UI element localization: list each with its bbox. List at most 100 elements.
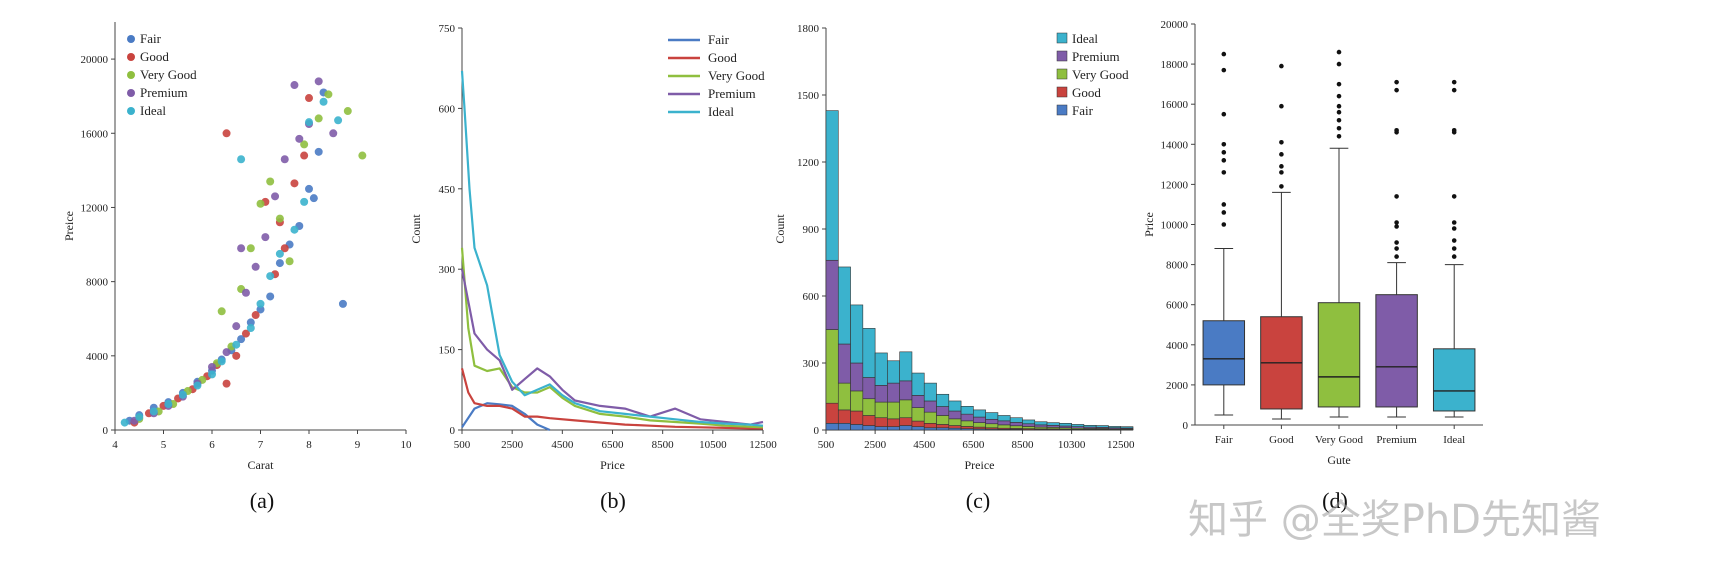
scatter-point bbox=[241, 288, 250, 297]
x-tick-label: 12500 bbox=[749, 439, 777, 451]
y-tick-label: 16000 bbox=[1161, 99, 1189, 111]
scatter-point bbox=[329, 129, 338, 138]
legend-label: Fair bbox=[140, 31, 162, 46]
y-tick-label: 20000 bbox=[81, 54, 109, 66]
histogram-bar bbox=[911, 372, 925, 396]
y-tick-label: 16000 bbox=[81, 128, 109, 140]
y-tick-label: 8000 bbox=[86, 277, 109, 289]
y-axis-label: Preice bbox=[62, 211, 76, 241]
histogram-bar bbox=[899, 399, 913, 419]
scatter-point bbox=[319, 97, 328, 106]
histogram-bar bbox=[825, 110, 839, 261]
histogram-bar bbox=[1034, 421, 1048, 426]
scatter-point bbox=[261, 233, 270, 242]
scatter-point bbox=[314, 114, 323, 123]
scatter-point bbox=[135, 413, 144, 422]
box-outlier bbox=[1394, 79, 1399, 85]
histogram-bar bbox=[850, 424, 864, 431]
y-tick-label: 300 bbox=[439, 264, 456, 276]
histogram-bar bbox=[1046, 422, 1060, 426]
legend-label: Fair bbox=[1072, 103, 1094, 118]
legend-marker bbox=[127, 107, 135, 115]
x-tick-label: Very Good bbox=[1315, 434, 1363, 446]
scatter-point bbox=[305, 184, 313, 193]
scatter-point bbox=[290, 81, 299, 90]
scatter-point bbox=[343, 107, 352, 116]
scatter-point bbox=[266, 272, 275, 281]
histogram-bar bbox=[1034, 424, 1048, 428]
y-tick-label: 1200 bbox=[797, 157, 820, 169]
box-outlier bbox=[1394, 220, 1399, 225]
box-outlier bbox=[1451, 246, 1457, 251]
box-outlier bbox=[1221, 170, 1227, 175]
x-tick-label: 8500 bbox=[652, 439, 675, 451]
scatter-point bbox=[246, 324, 255, 332]
histogram-bar bbox=[874, 385, 888, 403]
y-tick-label: 300 bbox=[803, 358, 820, 370]
scatter-point bbox=[280, 155, 289, 164]
histogram-bar bbox=[948, 418, 962, 426]
histogram-bar bbox=[911, 420, 925, 427]
y-tick-label: 1800 bbox=[797, 23, 820, 35]
x-axis-label: Gute bbox=[1327, 453, 1350, 467]
histogram-bar bbox=[887, 360, 900, 384]
histogram-bar bbox=[936, 415, 950, 425]
scatter-point bbox=[251, 311, 260, 320]
scatter-point bbox=[208, 370, 216, 379]
scatter-point bbox=[285, 257, 294, 266]
histogram-bar bbox=[862, 377, 876, 400]
box-outlier bbox=[1221, 111, 1227, 117]
x-tick-label: Fair bbox=[1215, 434, 1233, 446]
histogram-bar bbox=[960, 420, 974, 427]
box-outlier bbox=[1221, 142, 1227, 147]
legend-label: Very Good bbox=[708, 68, 765, 83]
panel-b-line: 0 150 300 450 600 750 500 2500 4500 6500 8500 10500… bbox=[409, 23, 777, 513]
y-tick-label: 20000 bbox=[1161, 19, 1189, 31]
box-outlier bbox=[1336, 103, 1342, 109]
scatter-point bbox=[222, 379, 231, 388]
scatter-point bbox=[241, 329, 250, 338]
series-line bbox=[460, 70, 764, 427]
histogram-bar bbox=[862, 425, 876, 431]
y-axis-label: Price bbox=[1142, 212, 1156, 237]
x-tick-label: 7 bbox=[258, 439, 264, 451]
legend-label: Good bbox=[1072, 85, 1101, 100]
histogram-bar bbox=[1022, 426, 1036, 429]
histogram-bar bbox=[887, 418, 900, 427]
scatter-point bbox=[232, 351, 241, 360]
box-outlier bbox=[1221, 51, 1227, 57]
box-outlier bbox=[1221, 222, 1227, 227]
y-tick-label: 0 bbox=[814, 425, 820, 437]
box-outlier bbox=[1279, 139, 1284, 145]
y-tick-label: 150 bbox=[439, 345, 456, 357]
panel-caption: (b) bbox=[600, 488, 626, 513]
histogram-bar bbox=[1009, 422, 1023, 427]
histogram-bar bbox=[985, 418, 999, 425]
legend-marker bbox=[1056, 50, 1068, 62]
histogram-bar bbox=[923, 382, 937, 402]
box-outlier bbox=[1221, 210, 1227, 215]
x-axis-label: Carat bbox=[248, 458, 275, 472]
histogram-bar bbox=[960, 426, 974, 429]
scatter-point bbox=[300, 140, 309, 149]
histogram-bar bbox=[985, 423, 999, 429]
scatter-point bbox=[305, 94, 313, 103]
histogram-bar bbox=[1120, 426, 1134, 429]
scatter-point bbox=[275, 259, 284, 268]
box-outlier bbox=[1336, 93, 1342, 99]
histogram-bar bbox=[899, 417, 913, 426]
histogram-bar bbox=[997, 420, 1011, 426]
histogram-bar bbox=[1022, 419, 1036, 425]
watermark-text: 知乎 @全奖PhD先知酱 bbox=[1188, 497, 1601, 543]
scatter-point bbox=[275, 249, 284, 258]
box-outlier bbox=[1451, 79, 1457, 85]
histogram-bar bbox=[997, 415, 1011, 422]
histogram-bar bbox=[837, 422, 851, 431]
histogram-bar bbox=[837, 382, 851, 411]
scatter-point bbox=[290, 225, 299, 234]
x-axis-label: Price bbox=[600, 458, 625, 472]
y-tick-label: 12000 bbox=[81, 202, 109, 214]
histogram-bar bbox=[948, 410, 962, 420]
box-outlier bbox=[1279, 184, 1284, 189]
box-outlier bbox=[1221, 158, 1227, 163]
